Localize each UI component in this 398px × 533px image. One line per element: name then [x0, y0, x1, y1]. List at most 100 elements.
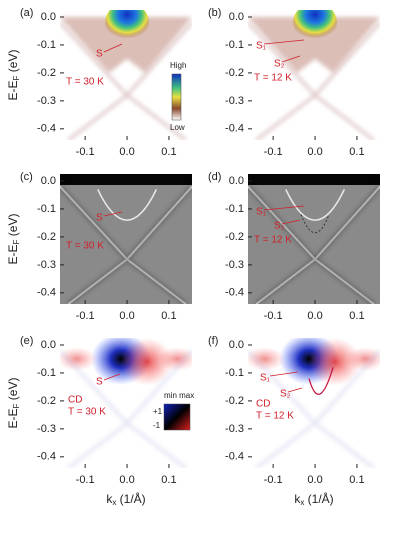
surface-band — [248, 16, 380, 73]
y-tick-label: -0.2 — [225, 67, 244, 79]
y-axis-label-sub: F — [12, 75, 21, 80]
x-axis-label-main: k — [294, 492, 301, 506]
panel-image — [248, 338, 380, 468]
annotation: S — [96, 49, 103, 60]
y-tick-label: 0.0 — [229, 11, 244, 23]
annotation: CD — [256, 399, 270, 410]
annotation: min max — [164, 391, 194, 400]
annotation: CD — [68, 395, 82, 406]
y-tick-label: -0.4 — [37, 287, 56, 299]
y-axis-label-unit: (eV) — [6, 214, 20, 240]
y-tick-label: -0.2 — [37, 67, 56, 79]
y-tick-label: -0.1 — [225, 39, 244, 51]
x-tick-label: -0.1 — [264, 474, 283, 486]
x-tick-label: 0.0 — [119, 474, 134, 486]
band — [248, 349, 380, 468]
annotation: T = 30 K — [66, 77, 104, 88]
x-tick-label: 0.1 — [349, 310, 364, 322]
y-tick-label: -0.3 — [37, 95, 56, 107]
cd-colorbar — [163, 403, 191, 431]
y-axis-label-main: E-E — [6, 244, 20, 264]
leader-line — [263, 205, 305, 211]
band — [248, 21, 380, 140]
annotation: High — [170, 61, 186, 70]
y-tick-label: -0.2 — [225, 395, 244, 407]
x-tick-label: 0.0 — [307, 310, 322, 322]
y-tick-label: -0.3 — [37, 259, 56, 271]
x-axis-label-unit: (1/Å) — [304, 491, 333, 506]
leader-line — [287, 387, 303, 393]
leader-line — [103, 43, 123, 53]
y-axis-label-main: E-E — [6, 408, 20, 428]
x-axis-label-sub: x — [112, 498, 116, 507]
band — [60, 349, 192, 468]
x-axis-label-unit: (1/Å) — [116, 491, 145, 506]
x-tick-label: 0.1 — [349, 146, 364, 158]
leader-line — [269, 371, 299, 377]
x-tick-label: 0.1 — [161, 474, 176, 486]
y-tick-label: -0.3 — [225, 259, 244, 271]
x-tick-label: 0.1 — [161, 310, 176, 322]
annotation: Low — [170, 123, 185, 132]
annotation: T = 12 K — [254, 73, 292, 84]
x-tick-label: 0.1 — [349, 474, 364, 486]
x-axis-label: kx (1/Å) — [294, 491, 333, 507]
x-tick-label: 0.0 — [307, 474, 322, 486]
annotation: S — [96, 213, 103, 224]
y-tick-label: 0.0 — [229, 339, 244, 351]
x-tick-label: 0.0 — [119, 146, 134, 158]
annotation: T = 30 K — [68, 407, 106, 418]
cd-negative — [309, 338, 362, 386]
y-tick-label: -0.4 — [225, 287, 244, 299]
x-axis-label: kx (1/Å) — [106, 491, 145, 507]
y-tick-label: -0.4 — [37, 451, 56, 463]
panel-label: (b) — [208, 7, 221, 19]
colorbar — [171, 73, 182, 121]
y-tick-label: 0.0 — [229, 175, 244, 187]
panel-image — [248, 10, 380, 140]
y-axis-label: E-EF (eV) — [6, 214, 21, 265]
panel-label: (d) — [208, 171, 221, 183]
cd-wing — [248, 346, 285, 371]
surface-band — [60, 16, 192, 73]
annotation: S₂ — [280, 389, 291, 400]
y-tick-label: -0.1 — [225, 203, 244, 215]
annotation: S₂ — [274, 221, 285, 232]
x-tick-label: -0.1 — [76, 146, 95, 158]
y-tick-label: -0.4 — [37, 123, 56, 135]
inner-band — [97, 189, 158, 221]
y-tick-label: 0.0 — [41, 175, 56, 187]
leader-line — [281, 55, 301, 63]
leader-line — [263, 39, 305, 45]
y-axis-label-sub: F — [12, 403, 21, 408]
cd-wing — [345, 346, 380, 371]
x-tick-label: 0.0 — [119, 310, 134, 322]
panel-image — [60, 10, 192, 140]
x-tick-label: 0.1 — [161, 146, 176, 158]
x-axis-label-main: k — [106, 492, 113, 506]
cd-wing — [157, 346, 192, 371]
y-tick-label: -0.3 — [225, 95, 244, 107]
y-axis-label-sub: F — [12, 239, 21, 244]
annotation: S₁ — [260, 373, 271, 384]
leader-line — [103, 373, 121, 381]
y-tick-label: -0.2 — [37, 231, 56, 243]
x-axis-label-sub: x — [300, 498, 304, 507]
x-tick-label: -0.1 — [76, 474, 95, 486]
annotation: -1 — [153, 421, 161, 430]
y-axis-label: E-EF (eV) — [6, 50, 21, 101]
panel-image — [60, 174, 192, 304]
fit-curve — [308, 367, 334, 395]
panel-label: (f) — [208, 335, 218, 347]
panel-image — [60, 338, 192, 468]
annotation: S₂ — [274, 59, 285, 70]
x-tick-label: -0.1 — [264, 146, 283, 158]
y-axis-label: E-EF (eV) — [6, 378, 21, 429]
leader-line — [281, 219, 301, 225]
y-tick-label: 0.0 — [41, 339, 56, 351]
annotation: +1 — [153, 407, 163, 416]
band — [60, 21, 192, 140]
panel-label: (a) — [20, 7, 33, 19]
band — [248, 184, 380, 304]
